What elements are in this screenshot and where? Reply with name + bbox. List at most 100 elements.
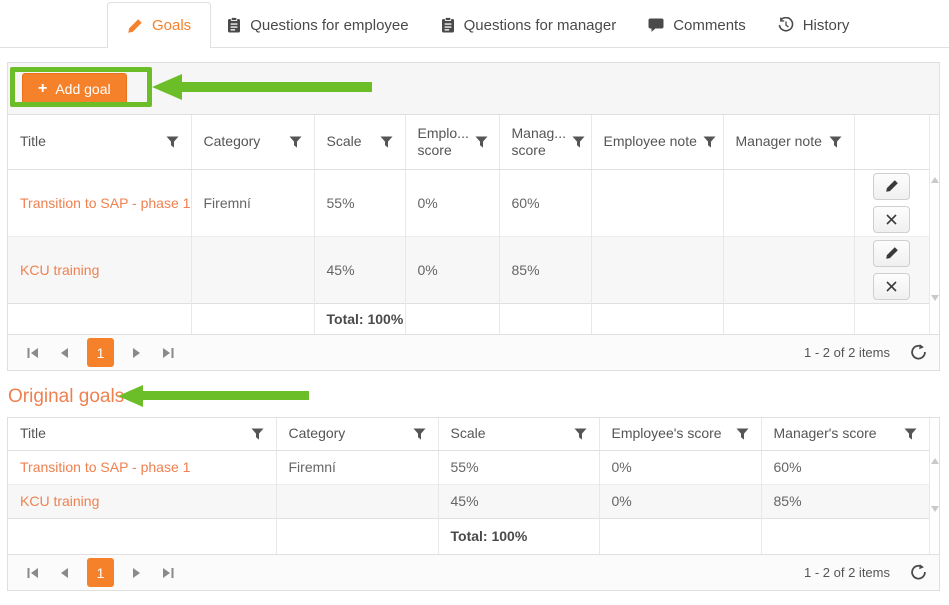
pager-info-text: 1 - 2 of 2 items <box>804 565 890 580</box>
pager-first-button[interactable] <box>20 340 46 366</box>
original-goals-pager: 1 1 - 2 of 2 items <box>8 554 939 590</box>
column-header-scale[interactable]: Scale <box>437 418 599 451</box>
vertical-scrollbar[interactable] <box>929 418 939 554</box>
column-header-employee-note[interactable]: Employee note <box>590 115 723 170</box>
tab-label: Goals <box>152 17 192 34</box>
filter-funnel-icon[interactable] <box>413 428 426 440</box>
pager-prev-button[interactable] <box>51 560 77 586</box>
tab-bar: Goals Questions for employee Questions f… <box>0 0 949 48</box>
goal-manager-score-cell: 85% <box>760 483 929 518</box>
plus-icon: + <box>38 79 48 97</box>
table-row: Transition to SAP - phase 1 Firemní 55% … <box>8 450 929 484</box>
delete-goal-button[interactable] <box>873 205 911 233</box>
filter-funnel-icon[interactable] <box>736 428 749 440</box>
tab-goals[interactable]: Goals <box>107 2 212 48</box>
pager-next-button[interactable] <box>124 340 150 366</box>
add-goal-button[interactable]: + Add goal <box>22 72 127 105</box>
scroll-down-icon[interactable] <box>931 506 939 512</box>
pager-first-button[interactable] <box>20 560 46 586</box>
column-label: Title <box>20 425 46 442</box>
pager-info: 1 - 2 of 2 items <box>804 564 927 581</box>
arrow-left-icon <box>61 347 68 358</box>
column-label: Manager's score <box>773 425 877 442</box>
scroll-up-icon[interactable] <box>931 458 939 464</box>
refresh-icon[interactable] <box>910 344 927 361</box>
tab-comments[interactable]: Comments <box>632 3 762 47</box>
pager-last-button[interactable] <box>155 560 181 586</box>
add-goal-label: Add goal <box>55 80 111 97</box>
scroll-up-icon[interactable] <box>931 177 939 183</box>
goal-category-cell <box>275 483 438 518</box>
column-label: Employee's score <box>611 425 722 442</box>
pager-next-button[interactable] <box>124 560 150 586</box>
column-header-manager-note[interactable]: Manager note <box>722 115 854 170</box>
column-label: Manag... score <box>511 124 566 158</box>
column-header-category[interactable]: Category <box>275 418 438 451</box>
goal-manager-note-cell <box>722 235 854 303</box>
delete-goal-button[interactable] <box>873 272 911 300</box>
goals-grid: + Add goal Title Category <box>7 62 940 371</box>
pager-page-1[interactable]: 1 <box>87 338 114 367</box>
filter-funnel-icon[interactable] <box>572 136 585 148</box>
edit-goal-button[interactable] <box>873 239 911 267</box>
filter-funnel-icon[interactable] <box>904 428 917 440</box>
filter-funnel-icon[interactable] <box>574 428 587 440</box>
seek-last-icon <box>163 347 174 358</box>
goals-pager: 1 1 - 2 of 2 items <box>8 334 939 370</box>
filter-funnel-icon[interactable] <box>251 428 264 440</box>
total-scale: Total: 100% <box>437 517 599 554</box>
column-header-actions <box>853 115 929 170</box>
filter-funnel-icon[interactable] <box>166 136 179 148</box>
column-header-category[interactable]: Category <box>190 115 314 170</box>
tab-questions-for-manager[interactable]: Questions for manager <box>425 3 633 47</box>
seek-first-icon <box>27 347 38 358</box>
column-header-title[interactable]: Title <box>8 418 276 451</box>
scroll-down-icon[interactable] <box>931 295 939 301</box>
pager-last-button[interactable] <box>155 340 181 366</box>
tab-label: Questions for manager <box>463 16 617 34</box>
refresh-icon[interactable] <box>910 564 927 581</box>
column-header-employee-score[interactable]: Emplo... score <box>404 115 499 170</box>
goals-grid-toolbar: + Add goal <box>8 63 939 115</box>
pencil-icon <box>885 180 898 192</box>
goal-employee-score-cell: 0% <box>598 450 761 484</box>
column-header-title[interactable]: Title <box>8 115 191 170</box>
column-header-manager-score[interactable]: Manag... score <box>498 115 591 170</box>
tab-questions-for-employee[interactable]: Questions for employee <box>211 3 424 47</box>
original-goals-table: Title Category Scale Employee's score <box>8 418 929 554</box>
column-header-scale[interactable]: Scale <box>313 115 405 170</box>
goal-category-cell <box>190 235 314 303</box>
goal-title-link[interactable]: KCU training <box>8 483 276 518</box>
filter-funnel-icon[interactable] <box>829 136 842 148</box>
pager-prev-button[interactable] <box>51 340 77 366</box>
filter-funnel-icon[interactable] <box>475 136 488 148</box>
column-label: Category <box>203 133 261 150</box>
goal-title-link[interactable]: KCU training <box>8 235 191 303</box>
edit-goal-button[interactable] <box>873 172 911 200</box>
column-header-manager-score[interactable]: Manager's score <box>760 418 929 451</box>
vertical-scrollbar[interactable] <box>929 115 939 334</box>
goal-employee-score-cell: 0% <box>598 483 761 518</box>
goal-manager-note-cell <box>722 169 854 236</box>
pencil-icon <box>885 247 898 259</box>
goal-scale-cell: 55% <box>437 450 599 484</box>
arrow-right-icon <box>133 567 140 578</box>
filter-funnel-icon[interactable] <box>380 136 393 148</box>
goal-category-cell: Firemní <box>190 169 314 236</box>
filter-funnel-icon[interactable] <box>703 136 716 148</box>
goal-title-link[interactable]: Transition to SAP - phase 1 <box>20 194 191 211</box>
arrow-left-icon <box>61 567 68 578</box>
original-goals-grid: Title Category Scale Employee's score <box>7 417 940 591</box>
goal-title-link[interactable]: Transition to SAP - phase 1 <box>20 459 191 475</box>
pager-page-1[interactable]: 1 <box>87 558 114 587</box>
goal-category-cell: Firemní <box>275 450 438 484</box>
goal-employee-note-cell <box>590 235 723 303</box>
filter-funnel-icon[interactable] <box>289 136 302 148</box>
column-header-employee-score[interactable]: Employee's score <box>598 418 761 451</box>
goal-scale-cell: 55% <box>313 169 405 236</box>
goal-actions-cell <box>853 235 929 303</box>
tab-history[interactable]: History <box>762 3 866 47</box>
table-row: KCU training 45% 0% 85% <box>8 235 929 303</box>
table-row: Transition to SAP - phase 1 Firemní 55% … <box>8 169 929 236</box>
goal-employee-score-cell: 0% <box>404 235 499 303</box>
